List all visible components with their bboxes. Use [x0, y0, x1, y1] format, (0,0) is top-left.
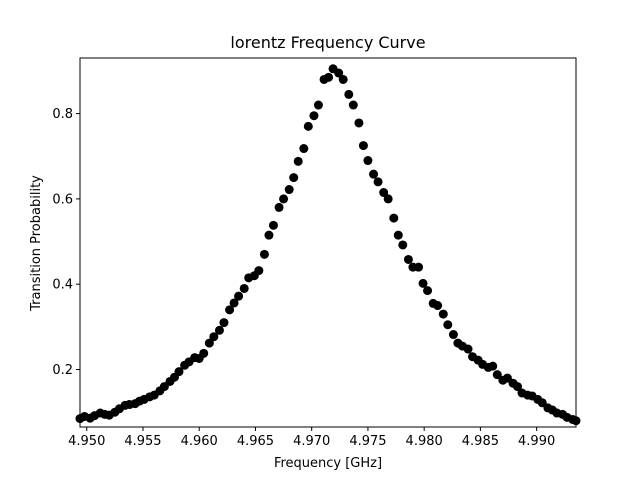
y-tick-label: 0.4 [52, 278, 73, 293]
data-point [268, 220, 278, 230]
data-point [344, 89, 354, 99]
x-tick-label: 4.985 [462, 434, 499, 449]
data-point [383, 194, 393, 204]
y-axis-label: Transition Probability [29, 175, 44, 312]
data-point [204, 338, 214, 348]
data-point [403, 254, 413, 264]
plot-frame [79, 57, 577, 428]
x-tick-label: 4.965 [237, 434, 274, 449]
data-point [373, 177, 383, 187]
chart-title: lorentz Frequency Curve [230, 33, 425, 52]
data-point [369, 169, 379, 179]
data-point [438, 309, 448, 319]
data-point [348, 100, 358, 110]
x-tick-label: 4.975 [349, 434, 386, 449]
data-point [358, 141, 368, 151]
y-axis-ticks: 0.2 0.4 0.6 0.8 [52, 107, 80, 378]
data-point [338, 74, 348, 84]
data-point [254, 266, 264, 276]
data-point [225, 305, 235, 315]
x-axis-ticks: 4.950 4.955 4.960 4.965 4.970 4.975 4.980 4.985… [68, 427, 555, 449]
data-points [75, 64, 581, 426]
data-point [313, 100, 323, 110]
data-point [354, 118, 364, 128]
data-point [492, 370, 502, 380]
x-tick-label: 4.960 [181, 434, 218, 449]
data-point [229, 298, 239, 308]
y-tick-label: 0.8 [52, 107, 73, 122]
data-point [299, 144, 309, 154]
data-point [284, 185, 294, 195]
data-point [209, 332, 219, 342]
data-point [398, 240, 408, 250]
data-point [234, 291, 244, 301]
data-point [293, 156, 303, 166]
data-point [414, 262, 424, 272]
data-point [309, 111, 319, 121]
data-point [463, 344, 473, 354]
data-point [274, 202, 284, 212]
x-axis-label: Frequency [GHz] [274, 456, 382, 471]
data-point [443, 320, 453, 330]
data-point [264, 230, 274, 240]
data-point [389, 213, 399, 223]
data-point [289, 173, 299, 183]
data-point [423, 286, 433, 296]
data-point [219, 318, 229, 328]
data-point [433, 301, 443, 311]
data-point [174, 367, 184, 377]
data-point [448, 330, 458, 340]
x-tick-label: 4.950 [68, 434, 105, 449]
data-point [393, 230, 403, 240]
x-tick-label: 4.990 [518, 434, 555, 449]
data-point [279, 194, 289, 204]
x-tick-label: 4.955 [124, 434, 161, 449]
data-point [303, 121, 313, 131]
data-point [334, 68, 344, 78]
data-point [324, 72, 334, 82]
data-point [199, 348, 209, 358]
data-point [418, 278, 428, 288]
data-point [379, 188, 389, 197]
y-tick-label: 0.6 [52, 192, 73, 207]
data-point [513, 382, 523, 392]
data-point [363, 156, 373, 166]
x-tick-label: 4.980 [406, 434, 443, 449]
y-tick-label: 0.2 [52, 363, 73, 378]
data-point [214, 325, 224, 335]
data-point [239, 283, 249, 293]
x-tick-label: 4.970 [293, 434, 330, 449]
data-point [488, 361, 498, 371]
data-point [259, 249, 269, 259]
